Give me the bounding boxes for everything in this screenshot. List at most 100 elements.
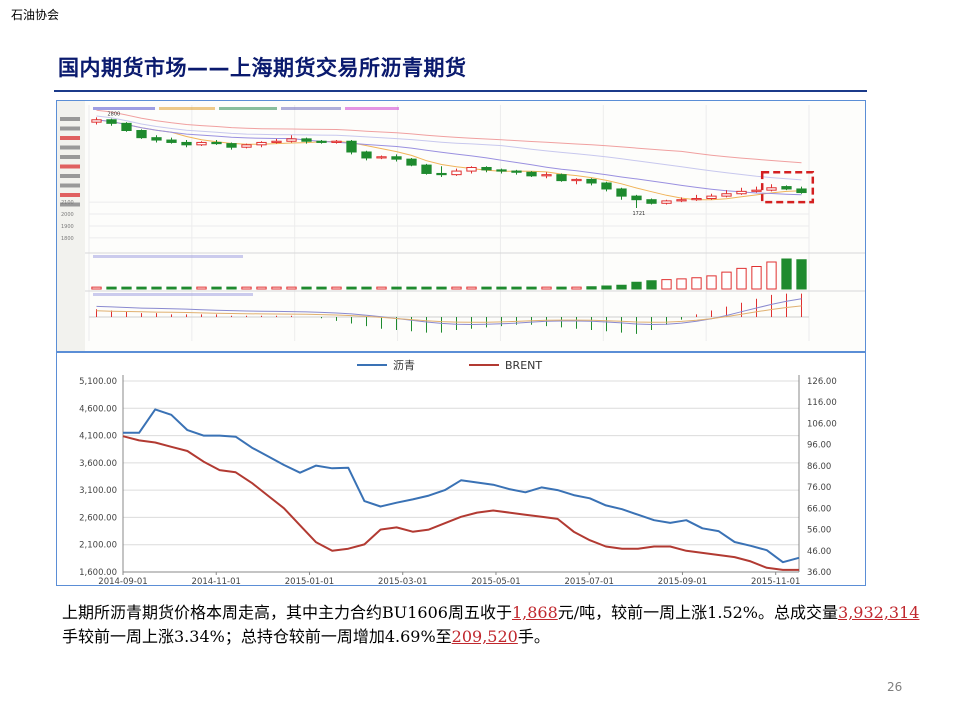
volume-bar — [301, 286, 312, 290]
volume-bar — [631, 281, 642, 290]
candle-body — [661, 200, 672, 204]
right-axis-tick-label: 126.00 — [807, 377, 837, 387]
candle-body — [196, 141, 207, 146]
volume-bar — [166, 286, 177, 290]
candlestick-chart-panel: 2100 2000 1900 1800 2800 1721 — [56, 100, 866, 352]
commentary-part-4: 手。 — [517, 627, 550, 646]
candle-body — [511, 170, 522, 173]
x-axis-tick-label: 2015-09-01 — [658, 577, 707, 585]
volume-bar — [436, 286, 447, 290]
candle-body — [466, 166, 477, 172]
kline-legend-item — [93, 107, 155, 110]
x-axis-tick-label: 2015-05-01 — [471, 577, 520, 585]
kline-side-readout — [60, 136, 80, 140]
kline-side-panel — [57, 101, 85, 351]
candle-body — [406, 158, 417, 166]
x-axis-tick-label: 2015-01-01 — [285, 577, 334, 585]
volume-bar — [796, 259, 807, 290]
right-axis-tick-label: 66.00 — [807, 504, 831, 514]
candle-body — [316, 140, 327, 143]
kline-legend-item — [159, 107, 215, 110]
volume-bar — [241, 286, 252, 290]
volume-bar — [661, 279, 672, 290]
commentary-part-1: 上期所沥青期货价格本周走高，其中主力合约BU1606周五收于 — [62, 603, 512, 622]
volume-bar — [151, 286, 162, 290]
candle-body — [556, 174, 567, 182]
kline-side-readout — [60, 126, 80, 131]
candle-body — [481, 166, 492, 171]
kline-side-readout — [60, 155, 80, 159]
moving-average-line — [96, 119, 802, 196]
candle-body — [91, 119, 102, 123]
right-axis-tick-label: 106.00 — [807, 419, 837, 429]
candle-body — [361, 151, 372, 159]
candle-body — [736, 190, 747, 195]
volume-bar — [421, 286, 432, 290]
highlight-box — [760, 171, 815, 204]
volume-bar — [406, 286, 417, 290]
volume-bar — [451, 286, 462, 290]
volume-bar — [586, 286, 597, 290]
macd-dif-line — [96, 298, 802, 326]
right-axis-tick-label: 76.00 — [807, 483, 831, 493]
candle-body — [541, 174, 552, 177]
volume-bar — [106, 286, 117, 290]
left-axis-tick-label: 2,100.00 — [79, 541, 117, 551]
right-axis-tick-label: 96.00 — [807, 441, 831, 451]
commentary-part-2: 元/吨，较前一周上涨1.52%。总成交量 — [557, 603, 839, 622]
left-axis-tick-label: 1,600.00 — [79, 568, 117, 578]
page-number: 26 — [887, 680, 903, 694]
candle-body — [601, 182, 612, 190]
candle-body — [331, 140, 342, 143]
candle-body — [106, 119, 117, 124]
volume-bar — [331, 286, 342, 290]
title-divider — [54, 90, 867, 92]
volume-bar — [286, 286, 297, 290]
candle-body — [436, 172, 447, 176]
kline-low-label: 1721 — [633, 211, 646, 217]
kline-side-readout — [60, 145, 80, 150]
candle-body — [751, 189, 762, 192]
volume-legend — [93, 255, 243, 258]
volume-bar — [781, 258, 792, 290]
candle-body — [181, 141, 192, 146]
candle-body — [571, 178, 582, 182]
volume-bar — [271, 286, 282, 290]
kline-y-tick-label: 1800 — [61, 236, 74, 242]
macd-legend — [93, 293, 253, 296]
left-axis-tick-label: 3,100.00 — [79, 486, 117, 496]
volume-bar — [361, 286, 372, 290]
commentary-part-3: 手较前一周上涨3.34%；总持仓较前一周增加4.69%至 — [62, 627, 452, 646]
volume-bar — [691, 277, 702, 290]
legend-label: 沥青 — [393, 359, 415, 372]
candle-body — [346, 140, 357, 153]
candle-body — [256, 141, 267, 146]
candle-body — [646, 199, 657, 204]
volume-bar — [706, 275, 717, 290]
kline-y-tick-label: 2000 — [61, 212, 74, 218]
candle-body — [136, 130, 147, 139]
candle-body — [226, 143, 237, 148]
candle-body — [451, 170, 462, 176]
volume-bar — [676, 278, 687, 290]
volume-bar — [571, 286, 582, 290]
price-comparison-chart-panel: 5,100.00 4,600.00 4,100.00 3,600.00 3,100.00… — [56, 352, 866, 586]
kline-legend-item — [345, 107, 399, 110]
volume-value: 3,932,314 — [838, 603, 920, 622]
open-interest-value: 209,520 — [451, 627, 518, 646]
x-axis-tick-label: 2015-07-01 — [565, 577, 614, 585]
legend-label: BRENT — [505, 359, 542, 372]
candlestick-chart: 2100 2000 1900 1800 2800 1721 — [57, 101, 865, 351]
volume-bar — [511, 286, 522, 290]
volume-bar — [346, 286, 357, 290]
volume-bar — [736, 267, 747, 290]
kline-side-readout — [60, 183, 80, 188]
kline-side-readout — [60, 202, 80, 207]
candle-body — [241, 144, 252, 148]
volume-bar — [466, 286, 477, 290]
volume-bar — [121, 286, 132, 290]
kline-legend-item — [219, 107, 277, 110]
kline-y-tick-label: 2100 — [61, 200, 74, 206]
left-axis-tick-label: 5,100.00 — [79, 377, 117, 387]
candle-body — [271, 140, 282, 143]
